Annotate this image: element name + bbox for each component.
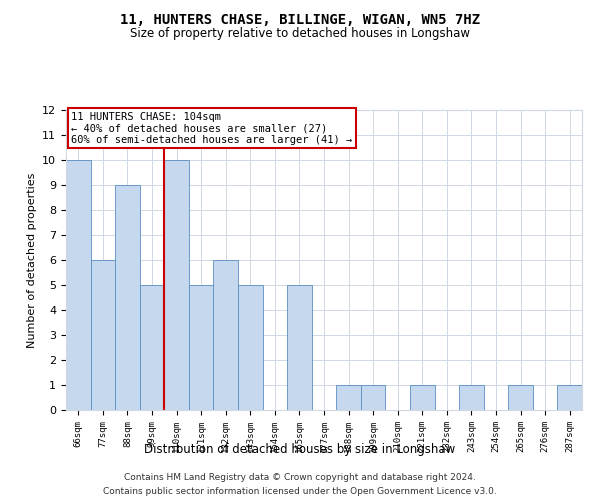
Bar [140,285,164,410]
Text: 11, HUNTERS CHASE, BILLINGE, WIGAN, WN5 7HZ: 11, HUNTERS CHASE, BILLINGE, WIGAN, WN5 … [120,12,480,26]
Bar [410,385,434,410]
Text: 11 HUNTERS CHASE: 104sqm
← 40% of detached houses are smaller (27)
60% of semi-d: 11 HUNTERS CHASE: 104sqm ← 40% of detach… [71,112,352,144]
Text: Distribution of detached houses by size in Longshaw: Distribution of detached houses by size … [145,442,455,456]
Bar [91,260,115,410]
Bar [238,285,263,410]
Bar [66,160,91,410]
Bar [214,260,238,410]
Bar [361,385,385,410]
Text: Size of property relative to detached houses in Longshaw: Size of property relative to detached ho… [130,28,470,40]
Y-axis label: Number of detached properties: Number of detached properties [26,172,37,348]
Bar [287,285,312,410]
Bar [508,385,533,410]
Bar [336,385,361,410]
Text: Contains HM Land Registry data © Crown copyright and database right 2024.: Contains HM Land Registry data © Crown c… [124,472,476,482]
Bar [164,160,189,410]
Text: Contains public sector information licensed under the Open Government Licence v3: Contains public sector information licen… [103,488,497,496]
Bar [459,385,484,410]
Bar [115,185,140,410]
Bar [557,385,582,410]
Bar [189,285,214,410]
